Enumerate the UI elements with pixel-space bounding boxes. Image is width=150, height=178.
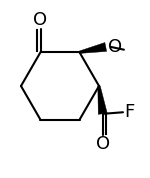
Text: O: O: [108, 38, 122, 56]
Text: F: F: [124, 103, 135, 121]
Polygon shape: [79, 43, 107, 53]
Polygon shape: [98, 86, 107, 114]
Text: O: O: [96, 135, 110, 153]
Text: O: O: [33, 11, 48, 28]
